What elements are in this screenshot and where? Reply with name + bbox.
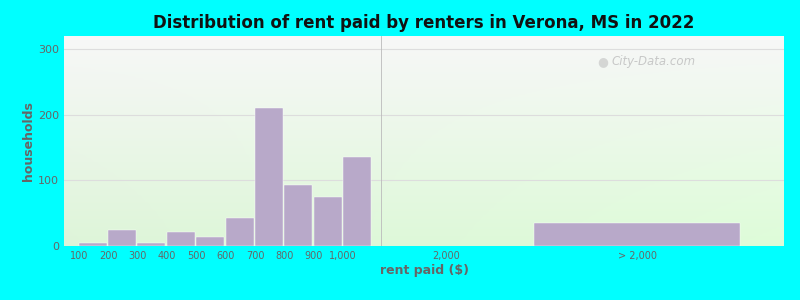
Bar xyxy=(534,223,740,246)
Bar xyxy=(343,158,371,246)
Bar xyxy=(226,218,254,246)
Y-axis label: households: households xyxy=(22,101,35,181)
Text: City-Data.com: City-Data.com xyxy=(611,55,695,68)
Bar xyxy=(314,197,342,246)
Bar xyxy=(167,232,194,246)
Title: Distribution of rent paid by renters in Verona, MS in 2022: Distribution of rent paid by renters in … xyxy=(154,14,694,32)
X-axis label: rent paid ($): rent paid ($) xyxy=(379,264,469,277)
Text: ●: ● xyxy=(597,55,608,68)
Bar xyxy=(108,230,136,246)
Bar xyxy=(138,243,166,246)
Bar xyxy=(285,185,312,246)
Bar xyxy=(196,237,224,246)
Bar xyxy=(255,108,283,246)
Bar xyxy=(78,243,106,246)
